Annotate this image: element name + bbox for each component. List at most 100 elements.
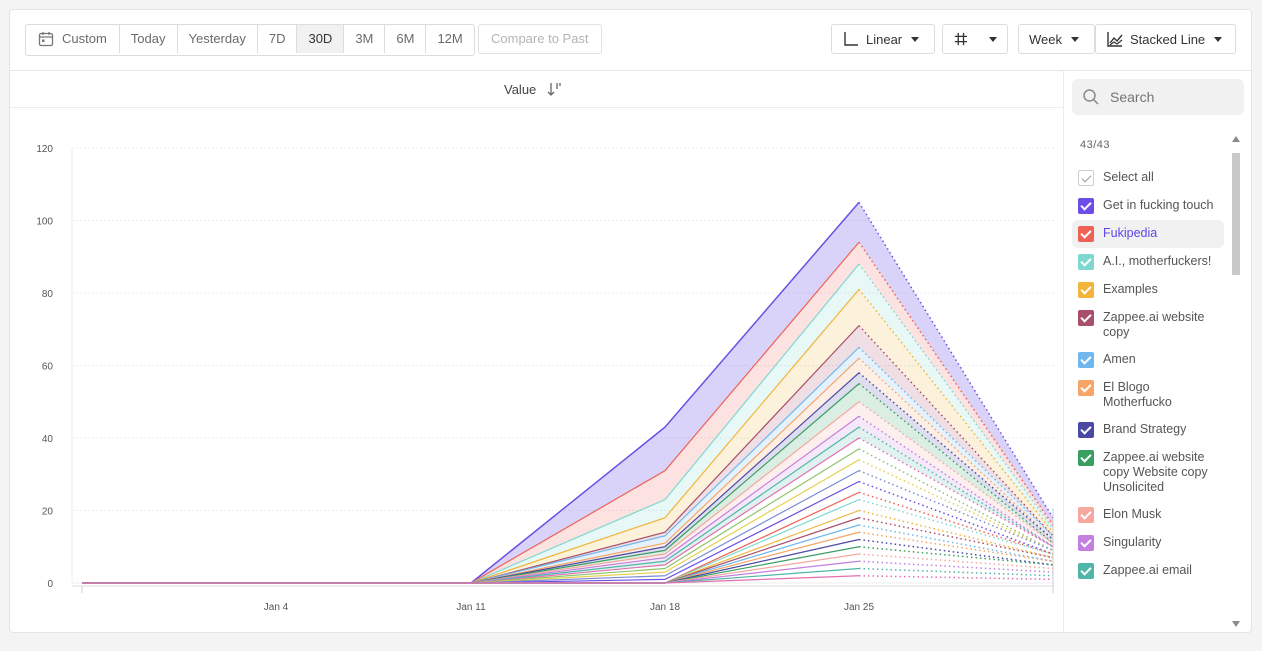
y-tick-label: 60 bbox=[42, 362, 54, 373]
line-chart-icon bbox=[1107, 32, 1123, 47]
interval-dropdown[interactable]: Week bbox=[1018, 24, 1095, 54]
x-tick-label: Jan 4 bbox=[264, 602, 289, 613]
date-range-selector: Custom Today Yesterday 7D 30D 3M 6M 12M bbox=[25, 24, 475, 56]
series-area bbox=[471, 383, 1053, 583]
series-partial-line bbox=[858, 524, 1054, 562]
checkbox-icon[interactable] bbox=[1078, 352, 1094, 368]
range-30d-button[interactable]: 30D bbox=[296, 25, 344, 53]
range-yesterday-button[interactable]: Yesterday bbox=[176, 25, 257, 53]
legend-item-label: Examples bbox=[1103, 282, 1158, 296]
legend-item[interactable]: Brand Strategy bbox=[1072, 416, 1224, 444]
chevron-down-icon bbox=[1214, 36, 1223, 42]
legend-item[interactable]: Zappee.ai email bbox=[1072, 557, 1224, 585]
range-custom-button[interactable]: Custom bbox=[26, 25, 119, 53]
legend-item[interactable]: Amen bbox=[1072, 346, 1224, 374]
series-partial-line bbox=[858, 553, 1054, 570]
checkbox-icon[interactable] bbox=[1078, 254, 1094, 270]
y-tick-label: 80 bbox=[42, 289, 54, 300]
legend-item-label: Fukipedia bbox=[1103, 226, 1158, 240]
series-area bbox=[471, 264, 1053, 583]
chart-header: Value bbox=[10, 71, 1063, 108]
checkbox-icon[interactable] bbox=[1078, 170, 1094, 186]
series-partial-line bbox=[858, 560, 1054, 573]
legend-item-label: Brand Strategy bbox=[1103, 422, 1187, 436]
series-area bbox=[471, 242, 1053, 583]
x-tick-label: Jan 11 bbox=[456, 602, 486, 613]
range-3m-button[interactable]: 3M bbox=[343, 25, 384, 53]
checkbox-icon[interactable] bbox=[1078, 563, 1094, 579]
checkbox-icon[interactable] bbox=[1078, 507, 1094, 523]
range-7d-button[interactable]: 7D bbox=[256, 25, 297, 53]
series-line bbox=[82, 567, 860, 584]
legend-item[interactable]: A.I., motherfuckers! bbox=[1072, 248, 1224, 276]
range-custom-label: Custom bbox=[62, 31, 107, 46]
scale-label: Linear bbox=[866, 31, 903, 47]
legend-item[interactable]: Examples bbox=[1072, 276, 1224, 304]
checkbox-icon[interactable] bbox=[1078, 450, 1094, 466]
x-tick-label: Jan 18 bbox=[650, 602, 680, 613]
legend-item-label: Singularity bbox=[1103, 535, 1162, 549]
report-frame: Custom Today Yesterday 7D 30D 3M 6M 12M … bbox=[9, 9, 1252, 633]
axis-icon bbox=[844, 32, 858, 46]
calendar-icon bbox=[38, 32, 54, 47]
series-line bbox=[82, 538, 860, 584]
checkbox-icon[interactable] bbox=[1078, 535, 1094, 551]
series-area bbox=[471, 202, 1053, 583]
legend-item-label: Zappee.ai website copy Website copy Unso… bbox=[1103, 450, 1208, 494]
series-line bbox=[82, 575, 860, 584]
range-today-button[interactable]: Today bbox=[118, 25, 177, 53]
range-6m-button[interactable]: 6M bbox=[384, 25, 425, 53]
search-icon bbox=[1083, 89, 1099, 105]
interval-label: Week bbox=[1029, 31, 1062, 47]
search-input[interactable] bbox=[1108, 88, 1232, 106]
toolbar: Custom Today Yesterday 7D 30D 3M 6M 12M … bbox=[10, 10, 1251, 71]
y-tick-label: 120 bbox=[36, 144, 53, 155]
legend-item-label: Zappee.ai website copy bbox=[1103, 310, 1205, 339]
checkbox-icon[interactable] bbox=[1078, 198, 1094, 214]
legend-item[interactable]: Fukipedia bbox=[1072, 220, 1224, 248]
series-partial-line bbox=[858, 517, 1054, 559]
series-partial-line bbox=[858, 263, 1054, 530]
legend-item[interactable]: Get in fucking touch bbox=[1072, 192, 1224, 220]
series-area bbox=[471, 325, 1053, 583]
scale-dropdown[interactable]: Linear bbox=[831, 24, 935, 54]
y-tick-label: 40 bbox=[42, 434, 54, 445]
legend-item[interactable]: Zappee.ai website copy bbox=[1072, 304, 1224, 346]
checkbox-icon[interactable] bbox=[1078, 310, 1094, 326]
series-partial-line bbox=[858, 469, 1054, 552]
legend-item[interactable]: Zappee.ai website copy Website copy Unso… bbox=[1072, 444, 1224, 501]
legend-item[interactable]: Singularity bbox=[1072, 529, 1224, 557]
chart-type-label: Stacked Line bbox=[1130, 31, 1206, 47]
x-tick-label: Jan 25 bbox=[844, 602, 874, 613]
range-12m-button[interactable]: 12M bbox=[425, 25, 473, 53]
series-partial-line bbox=[858, 241, 1054, 526]
checkbox-icon[interactable] bbox=[1078, 422, 1094, 438]
scroll-down-icon[interactable] bbox=[1232, 621, 1240, 627]
series-area bbox=[471, 289, 1053, 583]
checkbox-icon[interactable] bbox=[1078, 282, 1094, 298]
legend-list: Select all Get in fucking touch Fukipedia… bbox=[1072, 164, 1224, 585]
value-column-header[interactable]: Value bbox=[504, 81, 562, 97]
chart-type-dropdown[interactable]: Stacked Line bbox=[1095, 24, 1236, 54]
series-partial-line bbox=[858, 448, 1054, 552]
series-partial-line bbox=[858, 201, 1054, 519]
chevron-down-icon bbox=[1071, 36, 1079, 42]
chevron-down-icon bbox=[911, 36, 920, 42]
series-partial-line bbox=[858, 383, 1054, 544]
scroll-up-icon[interactable] bbox=[1232, 136, 1240, 142]
legend-item[interactable]: Elon Musk bbox=[1072, 501, 1224, 529]
y-tick-label: 0 bbox=[47, 579, 53, 590]
checkbox-icon[interactable] bbox=[1078, 226, 1094, 242]
legend-item-label: Elon Musk bbox=[1103, 507, 1162, 521]
legend-item-label: Get in fucking touch bbox=[1103, 198, 1214, 212]
legend-scrollbar[interactable] bbox=[1232, 153, 1240, 275]
value-column-label: Value bbox=[504, 81, 537, 97]
series-partial-line bbox=[858, 575, 1054, 581]
number-format-dropdown[interactable] bbox=[942, 24, 1008, 54]
select-all-item[interactable]: Select all bbox=[1072, 164, 1224, 192]
legend-item-label: El Blogo Motherfucko bbox=[1103, 380, 1172, 409]
legend-item[interactable]: El Blogo Motherfucko bbox=[1072, 374, 1224, 416]
series-partial-line bbox=[858, 480, 1054, 555]
checkbox-icon[interactable] bbox=[1078, 380, 1094, 396]
compare-to-past-button[interactable]: Compare to Past bbox=[478, 24, 602, 54]
